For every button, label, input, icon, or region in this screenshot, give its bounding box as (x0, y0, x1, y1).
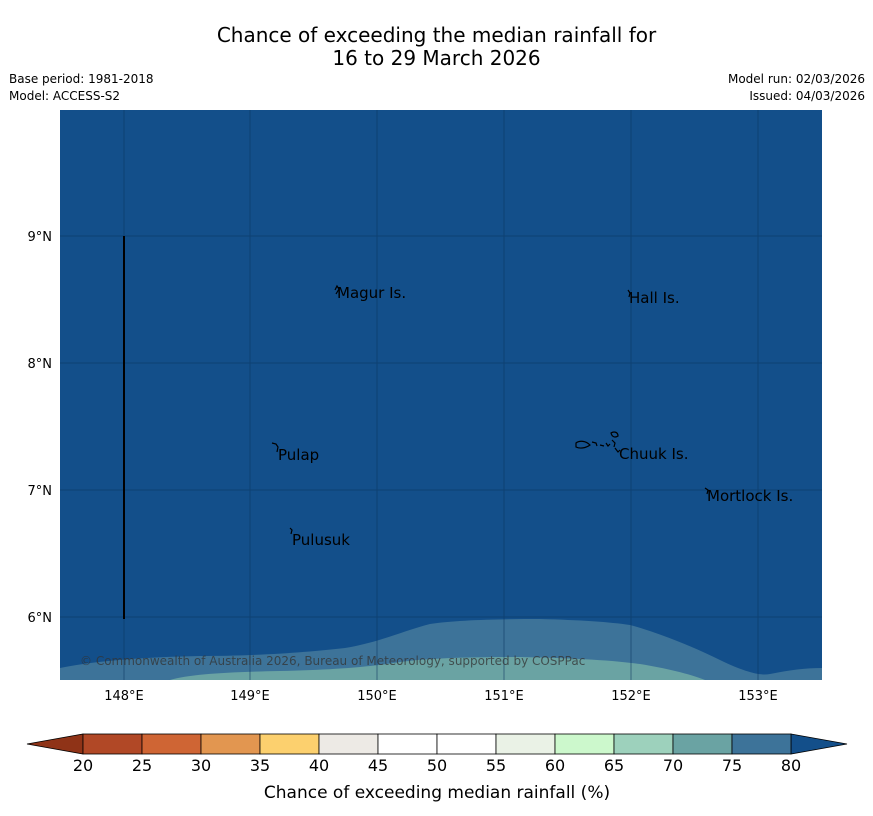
y-tick-8n: 8°N (28, 357, 53, 372)
colorbar-segment-55-60 (495, 733, 556, 755)
colorbar-segment-50-55 (436, 733, 497, 755)
colorbar-tick-75: 75 (722, 756, 742, 775)
x-tick-149e: 149°E (230, 689, 270, 704)
x-axis-labels: 148°E 149°E 150°E 151°E 152°E 153°E (104, 689, 778, 704)
x-tick-151e: 151°E (484, 689, 524, 704)
island-pulap (271, 442, 279, 453)
place-mortlock-is: Mortlock Is. (707, 487, 793, 505)
map-background (60, 110, 822, 680)
model-name: Model: ACCESS-S2 (9, 89, 121, 103)
x-tick-152e: 152°E (611, 689, 651, 704)
base-period: Base period: 1981-2018 (9, 72, 154, 86)
map-gridlines (60, 110, 822, 680)
colorbar-tick-30: 30 (191, 756, 211, 775)
title-line-1: Chance of exceeding the median rainfall … (216, 23, 657, 47)
colorbar-segment-65-70 (613, 733, 674, 755)
colorbar-tick-50: 50 (427, 756, 447, 775)
island-chuuk-lagoon (575, 431, 621, 453)
colorbar-tick-80: 80 (781, 756, 801, 775)
y-tick-7n: 7°N (28, 484, 53, 499)
colorbar-segments (82, 733, 792, 755)
y-axis-labels: 9°N 8°N 7°N 6°N (28, 230, 53, 626)
island-outlines (271, 284, 709, 535)
colorbar-segment-20-25 (82, 733, 143, 755)
y-tick-6n: 6°N (28, 611, 53, 626)
colorbar-tick-25: 25 (132, 756, 152, 775)
place-magur-is: Magur Is. (337, 284, 406, 302)
x-tick-150e: 150°E (357, 689, 397, 704)
place-chuuk-is: Chuuk Is. (619, 445, 688, 463)
colorbar-segment-70-75 (672, 733, 733, 755)
colorbar-tick-70: 70 (663, 756, 683, 775)
colorbar-tick-20: 20 (73, 756, 93, 775)
colorbar: 20 25 30 35 40 45 50 55 60 65 70 75 80 Chance of exc… (26, 733, 848, 803)
place-pulap: Pulap (278, 446, 319, 464)
model-run: Model run: 02/03/2026 (727, 72, 865, 86)
colorbar-segment-40-45 (318, 733, 379, 755)
x-tick-153e: 153°E (738, 689, 778, 704)
issued-date: Issued: 04/03/2026 (749, 89, 865, 103)
colorbar-tick-40: 40 (309, 756, 329, 775)
colorbar-segment-35-40 (259, 733, 320, 755)
island-magur (334, 284, 340, 295)
contour-70-75 (170, 657, 705, 680)
colorbar-tick-55: 55 (486, 756, 506, 775)
y-tick-9n: 9°N (28, 230, 53, 245)
x-tick-148e: 148°E (104, 689, 144, 704)
colorbar-segment-60-65 (554, 733, 615, 755)
colorbar-segment-25-30 (141, 733, 202, 755)
island-pulusuk (289, 527, 293, 535)
title-line-2: 16 to 29 March 2026 (332, 46, 541, 70)
colorbar-label: Chance of exceeding median rainfall (%) (264, 783, 610, 803)
colorbar-segment-45-50 (377, 733, 438, 755)
colorbar-low-extension (26, 733, 84, 755)
island-hall (627, 289, 631, 298)
colorbar-ticks: 20 25 30 35 40 45 50 55 60 65 70 75 80 (73, 756, 801, 775)
map-panel: Magur Is. Hall Is. Pulap Chuuk Is. Mortl… (60, 110, 822, 680)
colorbar-tick-65: 65 (604, 756, 624, 775)
copyright-notice: © Commonwealth of Australia 2026, Bureau… (80, 654, 585, 668)
place-hall-is: Hall Is. (629, 289, 680, 307)
place-pulusuk: Pulusuk (292, 531, 350, 549)
colorbar-tick-60: 60 (545, 756, 565, 775)
colorbar-segment-30-35 (200, 733, 261, 755)
colorbar-tick-35: 35 (250, 756, 270, 775)
colorbar-tick-45: 45 (368, 756, 388, 775)
colorbar-high-extension (790, 733, 848, 755)
island-mortlock (704, 487, 709, 495)
colorbar-segment-75-80 (731, 733, 792, 755)
